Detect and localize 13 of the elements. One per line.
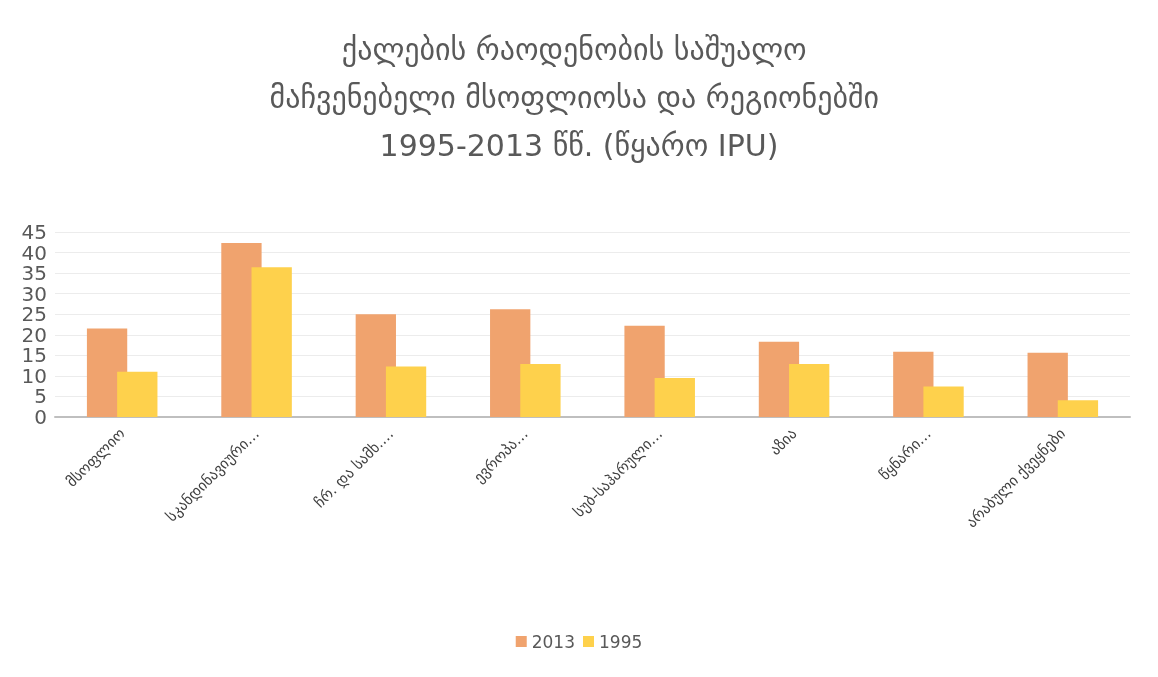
bar	[520, 363, 561, 417]
bar	[654, 377, 695, 417]
bar	[1027, 352, 1068, 417]
legend-label: 2013	[531, 631, 575, 652]
bar	[1057, 400, 1099, 417]
bar	[923, 386, 964, 417]
bar	[251, 267, 292, 417]
x-tick-label: აზია	[766, 424, 801, 459]
bar	[385, 366, 427, 417]
bar	[789, 363, 830, 417]
bar	[117, 371, 158, 417]
chart-title: ქალების რაოდენობის საშუალო მაჩვენებელი მსოფლიოსა და რეგიონებში 1995-2013 წწ. (წყარო IPU)	[269, 31, 889, 163]
legend-label: 1995	[599, 631, 643, 652]
